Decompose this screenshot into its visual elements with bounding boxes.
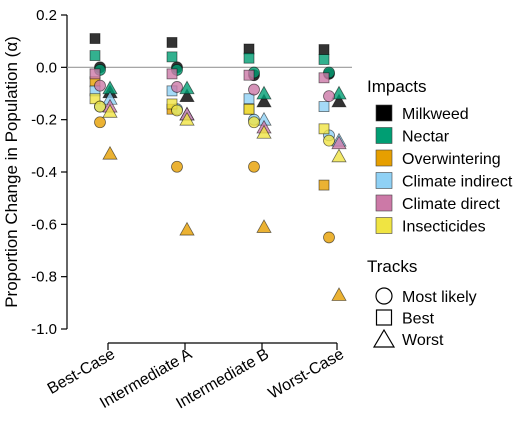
legend-swatch-nectar [375,127,393,144]
point-milkweed-worst [256,93,272,108]
legend-track-square-icon [375,309,393,326]
point-insecticides-most-likely [171,104,183,117]
point-climate-direct-most-likely [171,81,183,93]
legend-swatch-overwintering [375,149,393,167]
x-tick-label: Worst-Case [266,346,347,403]
point-climate-direct-best [89,68,101,80]
y-axis-label: Proportion Change in Population (α) [2,36,21,308]
point-nectar-worst [331,85,347,100]
legend-swatch-milkweed [375,104,393,122]
y-tick-label: 0.0 [36,59,57,76]
point-climate-direct-best [243,69,255,81]
y-tick-label: -1.0 [31,321,57,338]
point-nectar-best [318,54,330,65]
point-nectar-worst [256,85,272,100]
legend-track-label-worst: Worst [402,332,444,349]
point-climate-direct-best [318,72,330,84]
legend-swatch-climate-indirect [375,172,393,189]
point-climate-direct-most-likely [94,79,106,92]
point-climate-indirect-best [243,93,255,105]
point-insecticides-most-likely [323,134,335,147]
legend-swatch-insecticides [375,217,393,234]
y-tick-label: -0.2 [31,112,57,129]
legend-track-label-best: Best [402,311,435,328]
point-milkweed-best [166,37,178,48]
point-climate-direct-most-likely [323,90,335,103]
point-milkweed-best [89,33,101,44]
y-tick-label: -0.4 [31,164,57,181]
point-nectar-best [166,51,178,63]
x-tick-label: Best-Case [45,346,118,398]
point-insecticides-worst [256,124,272,139]
point-insecticides-most-likely [248,116,260,129]
legend-label-insecticides: Insecticides [402,219,486,236]
point-nectar-worst [179,80,195,95]
point-insecticides-worst [179,111,195,126]
point-climate-direct-best [166,68,178,80]
point-milkweed-best [318,44,330,55]
legend-track-triangle-icon [372,328,396,348]
point-insecticides-best [243,103,255,115]
legend-tracks-title: Tracks [367,257,417,276]
legend-label-nectar: Nectar [402,129,450,146]
y-tick-label: 0.2 [36,7,57,24]
point-nectar-best [89,50,101,61]
y-tick-label: -0.8 [31,269,57,286]
point-overwintering-best [318,179,330,191]
point-milkweed-best [243,43,255,55]
legend-label-overwintering: Overwintering [402,151,501,168]
point-overwintering-worst [179,221,195,236]
point-overwintering-most-likely [94,116,106,129]
point-milkweed-worst [331,93,347,108]
point-milkweed-worst [179,88,195,103]
legend-label-milkweed: Milkweed [402,106,469,123]
legend-label-climate-direct: Climate direct [402,196,500,213]
point-climate-indirect-best [318,101,330,112]
point-overwintering-most-likely [323,231,335,244]
legend-track-circle-icon [375,287,393,305]
point-overwintering-most-likely [171,160,183,173]
legend-impacts-title: Impacts [367,77,427,96]
point-overwintering-most-likely [248,160,260,173]
point-insecticides-most-likely [94,100,106,113]
point-climate-direct-most-likely [248,83,260,96]
point-overwintering-worst [331,287,347,301]
point-insecticides-worst [331,148,347,163]
point-insecticides-worst [102,103,118,118]
legend-swatch-climate-direct [375,194,393,212]
legend-label-climate-indirect: Climate indirect [402,174,513,191]
y-tick-label: -0.6 [31,216,57,233]
point-insecticides-best [318,123,330,135]
point-overwintering-worst [256,219,272,233]
point-nectar-best [243,52,255,64]
legend-track-label-most-likely: Most likely [402,289,477,306]
point-overwintering-worst [102,145,118,160]
